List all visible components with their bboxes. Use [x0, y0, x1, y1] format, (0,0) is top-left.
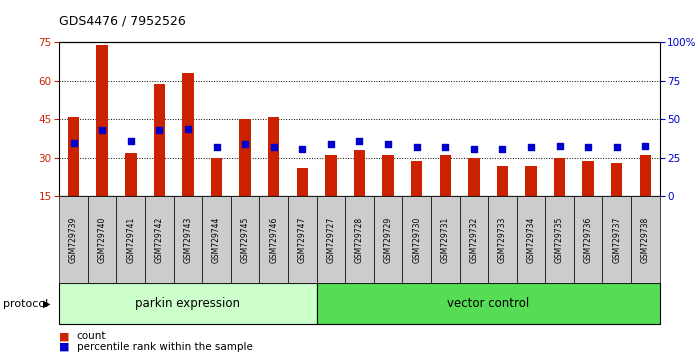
Point — [497, 146, 508, 152]
Bar — [239, 120, 251, 196]
Text: ▶: ▶ — [43, 298, 51, 309]
Text: GSM729740: GSM729740 — [98, 217, 107, 263]
Point — [325, 141, 336, 147]
Bar — [526, 166, 537, 196]
Point — [268, 144, 279, 150]
Bar — [125, 153, 137, 196]
Point — [440, 144, 451, 150]
Bar — [497, 166, 508, 196]
Text: GSM729727: GSM729727 — [327, 217, 335, 263]
Point — [96, 127, 107, 133]
Text: GSM729747: GSM729747 — [298, 217, 307, 263]
Bar — [582, 161, 594, 196]
Bar — [468, 158, 480, 196]
Text: parkin expression: parkin expression — [135, 297, 241, 310]
Text: percentile rank within the sample: percentile rank within the sample — [77, 342, 253, 352]
Point — [583, 144, 594, 150]
Bar — [325, 155, 336, 196]
Bar — [211, 158, 222, 196]
Bar — [440, 155, 451, 196]
Point — [125, 138, 136, 144]
Point — [239, 141, 251, 147]
Point — [611, 144, 623, 150]
Text: count: count — [77, 331, 106, 341]
Text: GSM729735: GSM729735 — [555, 217, 564, 263]
Text: GSM729736: GSM729736 — [584, 217, 593, 263]
Bar — [154, 84, 165, 196]
Text: GSM729746: GSM729746 — [269, 217, 279, 263]
Bar — [96, 45, 108, 196]
Bar — [411, 161, 422, 196]
Bar — [68, 117, 80, 196]
Bar — [611, 163, 623, 196]
Text: GSM729734: GSM729734 — [526, 217, 535, 263]
Text: GSM729732: GSM729732 — [469, 217, 478, 263]
Point — [468, 146, 480, 152]
Text: GSM729728: GSM729728 — [355, 217, 364, 263]
Text: protocol: protocol — [3, 298, 49, 309]
Bar — [354, 150, 365, 196]
Bar — [383, 155, 394, 196]
Bar — [639, 155, 651, 196]
Bar — [182, 73, 193, 196]
Text: vector control: vector control — [447, 297, 529, 310]
Text: GSM729737: GSM729737 — [612, 217, 621, 263]
Point — [154, 127, 165, 133]
Text: GSM729738: GSM729738 — [641, 217, 650, 263]
Bar — [554, 158, 565, 196]
Point — [68, 140, 79, 145]
Text: ■: ■ — [59, 342, 70, 352]
Text: GDS4476 / 7952526: GDS4476 / 7952526 — [59, 14, 186, 27]
Text: GSM729742: GSM729742 — [155, 217, 164, 263]
Text: GSM729730: GSM729730 — [412, 217, 421, 263]
Point — [211, 144, 222, 150]
Point — [640, 143, 651, 148]
Point — [411, 144, 422, 150]
Bar — [297, 168, 308, 196]
Point — [354, 138, 365, 144]
Point — [182, 126, 193, 132]
Text: GSM729739: GSM729739 — [69, 217, 78, 263]
Text: GSM729733: GSM729733 — [498, 217, 507, 263]
Text: GSM729729: GSM729729 — [384, 217, 392, 263]
Text: GSM729743: GSM729743 — [184, 217, 193, 263]
Text: GSM729741: GSM729741 — [126, 217, 135, 263]
Text: GSM729744: GSM729744 — [212, 217, 221, 263]
Point — [297, 146, 308, 152]
Text: GSM729731: GSM729731 — [440, 217, 450, 263]
Text: ■: ■ — [59, 331, 70, 341]
Point — [526, 144, 537, 150]
Point — [554, 143, 565, 148]
Point — [383, 141, 394, 147]
Text: GSM729745: GSM729745 — [241, 217, 250, 263]
Bar — [268, 117, 279, 196]
